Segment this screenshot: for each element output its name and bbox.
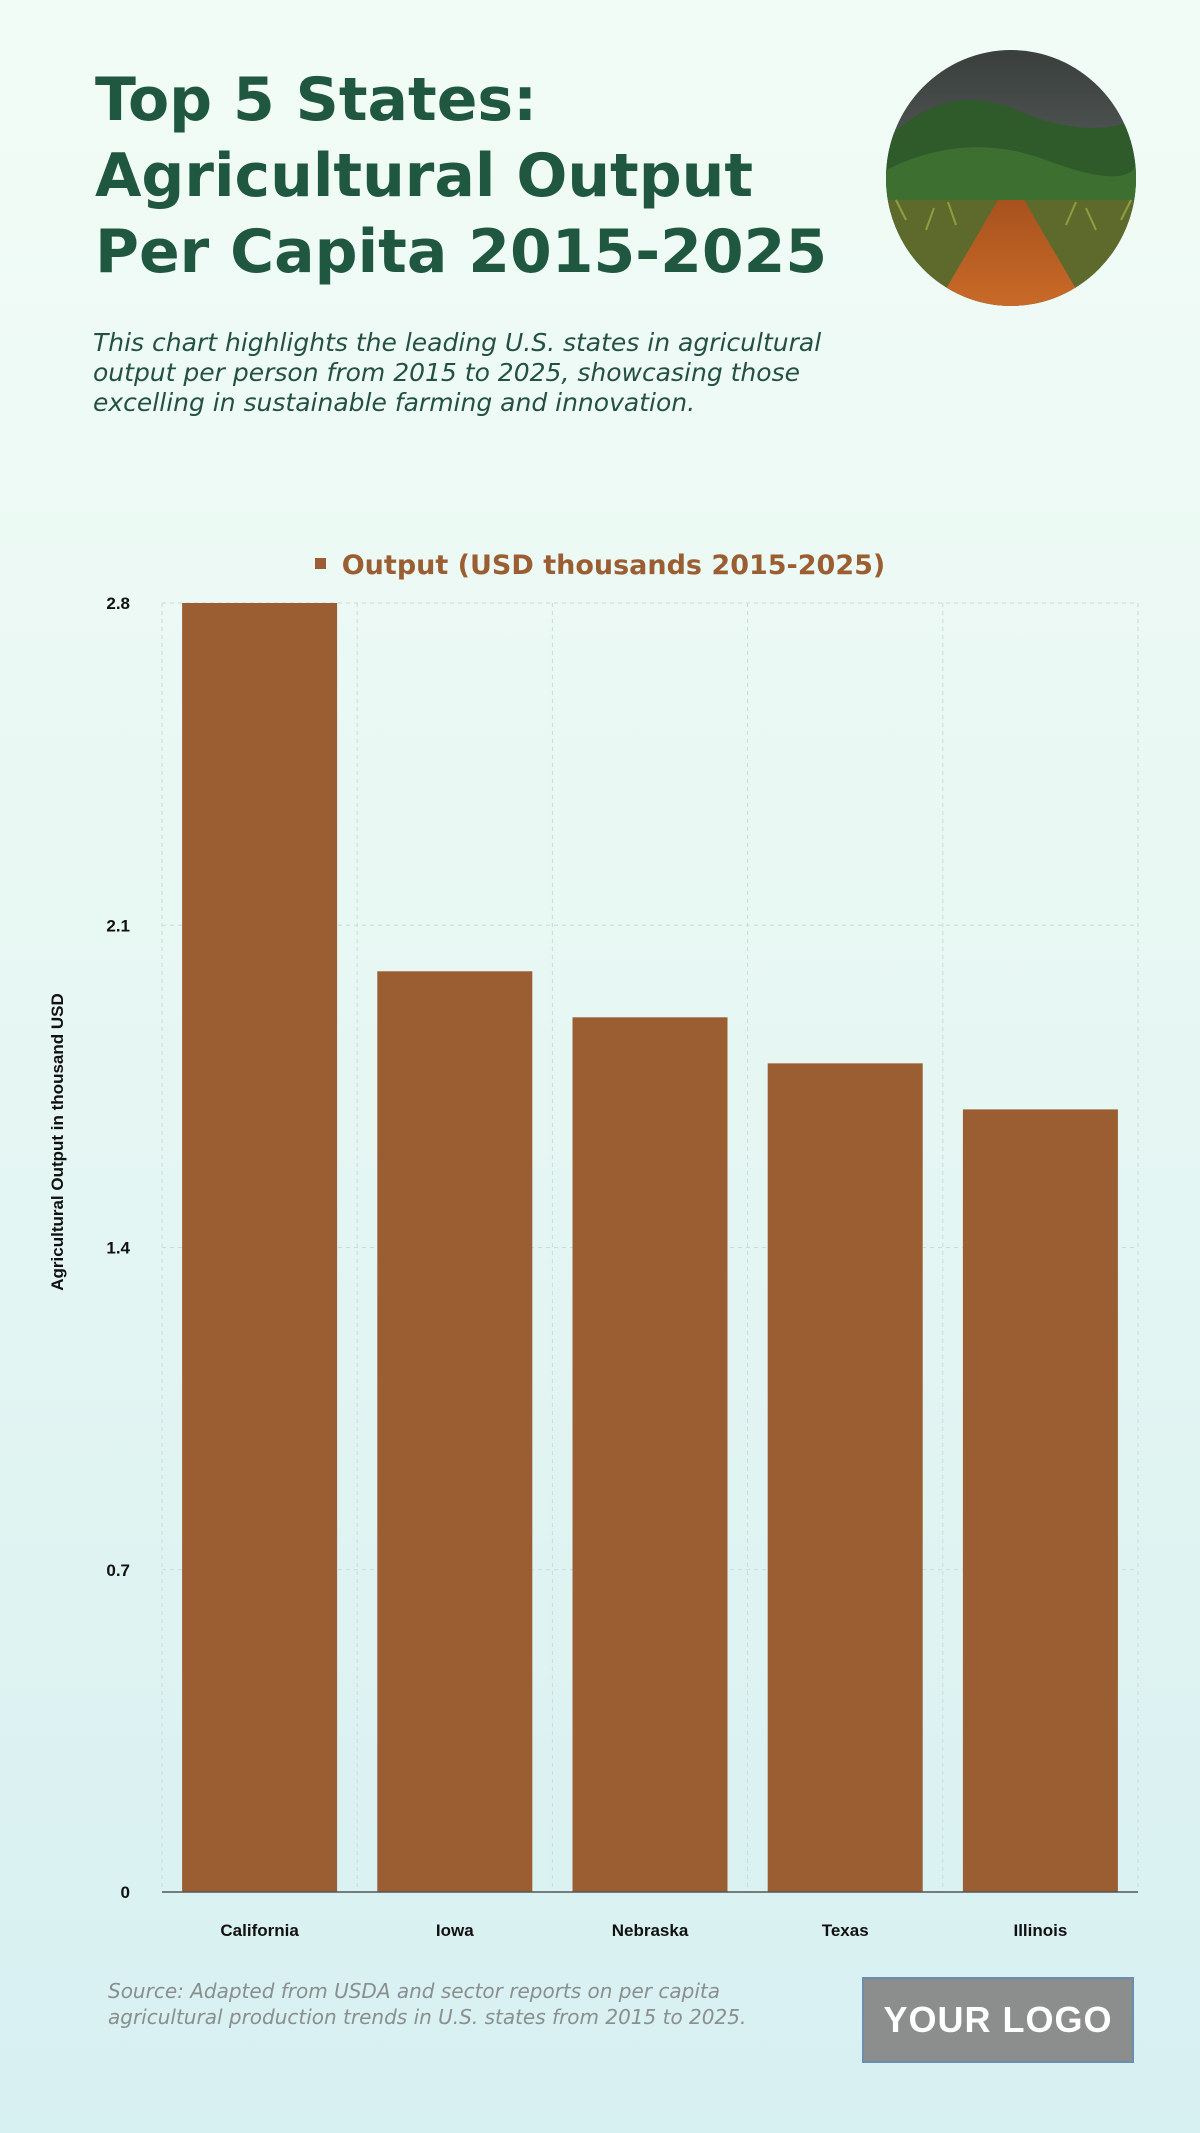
x-tick-label: Nebraska	[612, 1921, 689, 1940]
x-tick-label: Texas	[822, 1921, 869, 1940]
y-tick-label: 2.1	[106, 916, 130, 935]
legend-label: Output (USD thousands 2015-2025)	[341, 550, 886, 581]
y-tick-label: 1.4	[106, 1239, 130, 1258]
logo-placeholder: YOUR LOGO	[862, 1977, 1134, 2063]
chart-legend: Output (USD thousands 2015-2025)	[0, 550, 1200, 581]
farm-field-photo	[886, 50, 1136, 306]
y-tick-label: 0	[121, 1883, 130, 1902]
bar-california	[182, 603, 338, 1892]
source-note: Source: Adapted from USDA and sector rep…	[108, 1979, 747, 2029]
bar-nebraska	[572, 1017, 728, 1892]
y-tick-label: 2.8	[106, 594, 130, 613]
legend-swatch	[314, 558, 326, 569]
bar-iowa	[377, 971, 533, 1892]
page-subtitle: This chart highlights the leading U.S. s…	[93, 328, 822, 417]
y-tick-label: 0.7	[106, 1561, 130, 1580]
x-tick-label: California	[220, 1921, 299, 1940]
x-tick-label: Iowa	[436, 1921, 474, 1940]
bar-texas	[767, 1063, 923, 1892]
x-tick-label: Illinois	[1013, 1921, 1067, 1940]
page-title: Top 5 States: Agricultural Output Per Ca…	[95, 65, 828, 287]
bar-illinois	[962, 1109, 1118, 1892]
